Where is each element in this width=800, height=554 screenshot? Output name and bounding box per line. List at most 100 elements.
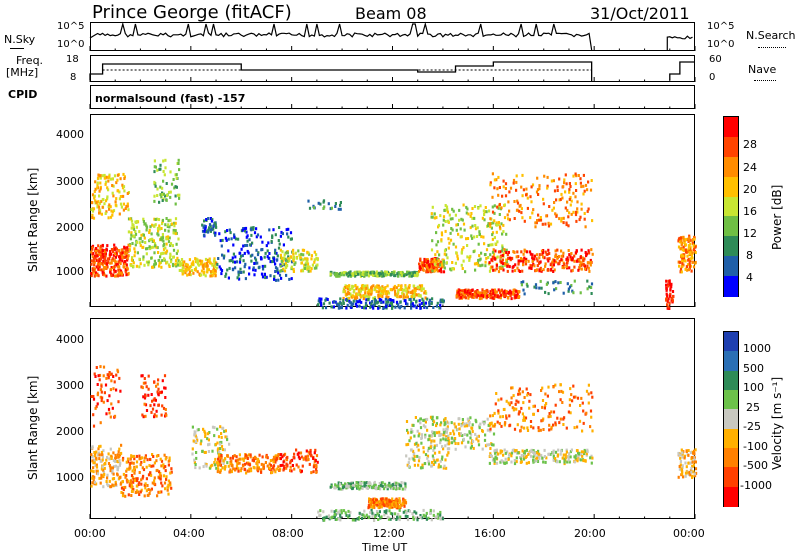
power-echo <box>352 303 354 306</box>
power-echo <box>154 244 156 247</box>
power-echo <box>231 237 233 240</box>
power-echo <box>522 289 524 292</box>
power-echo <box>252 226 254 229</box>
power-echo <box>371 290 373 293</box>
velocity-echo <box>99 365 101 368</box>
power-echo <box>521 207 523 210</box>
power-echo <box>164 247 166 250</box>
velocity-echo <box>115 389 117 392</box>
power-echo <box>377 307 379 310</box>
power-echo <box>165 251 167 254</box>
velocity-echo <box>293 468 295 471</box>
power-echo <box>201 270 203 273</box>
power-echo <box>518 291 520 294</box>
power-echo <box>581 203 583 206</box>
power-echo <box>553 201 555 204</box>
velocity-echo <box>506 400 508 403</box>
velocity-echo <box>352 487 354 490</box>
velocity-echo <box>149 471 151 474</box>
velocity-echo <box>220 432 222 435</box>
power-echo <box>397 295 399 298</box>
power-echo <box>500 294 502 297</box>
velocity-echo <box>390 485 392 488</box>
velocity-echo <box>136 465 138 468</box>
velocity-echo <box>451 437 453 440</box>
velocity-echo <box>399 509 401 512</box>
velocity-echo <box>681 451 683 454</box>
power-echo <box>406 294 408 297</box>
power-echo <box>170 242 172 245</box>
velocity-echo <box>153 403 155 406</box>
velocity-echo <box>692 461 694 464</box>
power-echo <box>153 200 155 203</box>
power-echo <box>239 258 241 261</box>
power-echo <box>581 268 583 271</box>
velocity-echo <box>472 423 474 426</box>
velocity-echo <box>293 453 295 456</box>
power-echo <box>167 223 169 226</box>
power-echo <box>404 299 406 302</box>
power-echo <box>357 293 359 296</box>
velocity-echo <box>167 493 169 496</box>
power-echo <box>115 204 117 207</box>
power-echo <box>455 246 457 249</box>
velocity-echo <box>458 432 460 435</box>
velocity-echo <box>105 412 107 415</box>
velocity-echo <box>417 430 419 433</box>
power-echo <box>464 291 466 294</box>
power-echo <box>146 229 148 232</box>
power-echo <box>555 254 557 257</box>
power-echo <box>434 213 436 216</box>
power-echo <box>310 270 312 273</box>
velocity-echo <box>108 457 110 460</box>
power-echo <box>127 192 129 195</box>
power-echo <box>538 219 540 222</box>
power-echo <box>569 198 571 201</box>
power-echo <box>285 274 287 277</box>
velocity-echo <box>95 457 97 460</box>
velocity-echo <box>113 473 115 476</box>
power-echo <box>91 248 93 251</box>
velocity-echo <box>192 426 194 429</box>
power-echo <box>348 292 350 295</box>
velocity-echo <box>444 417 446 420</box>
power-echo <box>342 290 344 293</box>
power-echo <box>166 182 168 185</box>
power-echo <box>155 223 157 226</box>
velocity-echo <box>159 491 161 494</box>
velocity-echo <box>590 410 592 413</box>
power-echo <box>585 251 587 254</box>
power-echo <box>522 263 524 266</box>
power-echo <box>211 228 213 231</box>
power-echo <box>309 207 311 210</box>
velocity-echo <box>240 467 242 470</box>
power-echo <box>560 220 562 223</box>
velocity-echo <box>219 471 221 474</box>
power-echo <box>349 273 351 276</box>
power-echo <box>116 248 118 251</box>
power-echo <box>481 288 483 291</box>
power-echo <box>291 277 293 280</box>
velocity-echo <box>541 457 543 460</box>
power-echo <box>264 273 266 276</box>
velocity-echo <box>569 398 571 401</box>
power-echo <box>682 255 684 258</box>
power-echo <box>526 250 528 253</box>
power-echo <box>140 262 142 265</box>
power-echo <box>438 306 440 309</box>
velocity-echo <box>302 465 304 468</box>
power-echo <box>339 204 341 207</box>
velocity-echo <box>469 431 471 434</box>
power-echo <box>143 264 145 267</box>
power-echo <box>221 269 223 272</box>
velocity-echo <box>216 428 218 431</box>
power-echo <box>207 217 209 220</box>
velocity-echo <box>100 474 102 477</box>
power-echo <box>170 191 172 194</box>
power-echo <box>178 197 180 200</box>
velocity-echo <box>504 449 506 452</box>
power-echo <box>462 219 464 222</box>
power-echo <box>521 174 523 177</box>
power-echo <box>457 257 459 260</box>
power-echo <box>291 266 293 269</box>
